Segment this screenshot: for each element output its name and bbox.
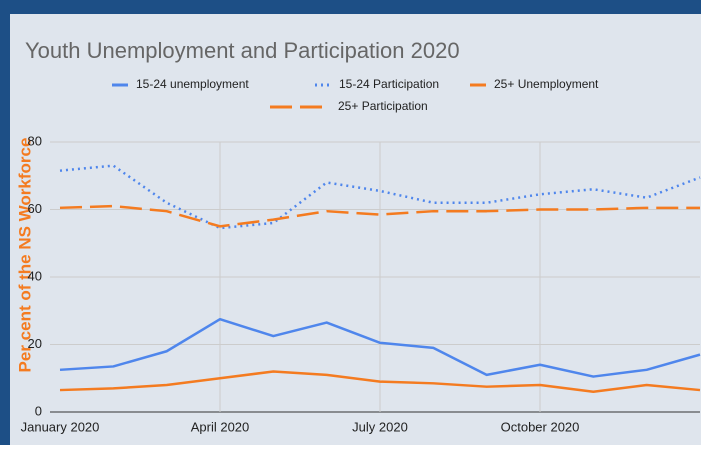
legend-label: 15-24 unemployment: [136, 77, 249, 91]
x-tick-label: April 2020: [191, 419, 250, 434]
y-axis-label: Per cent of the NS Workforce: [15, 138, 34, 373]
series-line: [59, 204, 700, 228]
legend-label: 15-24 Participation: [339, 77, 439, 91]
y-tick-label: 40: [28, 268, 42, 283]
y-tick-label: 0: [35, 403, 42, 418]
y-tick-label: 20: [28, 336, 42, 351]
x-tick-label: October 2020: [501, 419, 580, 434]
x-tick-label: July 2020: [352, 419, 408, 434]
legend-label: 25+ Participation: [338, 99, 428, 113]
x-tick-label: January 2020: [21, 419, 100, 434]
chart-title: Youth Unemployment and Participation 202…: [25, 38, 460, 63]
series-line: [59, 370, 701, 393]
y-tick-label: 60: [28, 201, 42, 216]
series-line: [59, 317, 701, 378]
y-tick-label: 80: [28, 133, 42, 148]
legend-label: 25+ Unemployment: [494, 77, 599, 91]
